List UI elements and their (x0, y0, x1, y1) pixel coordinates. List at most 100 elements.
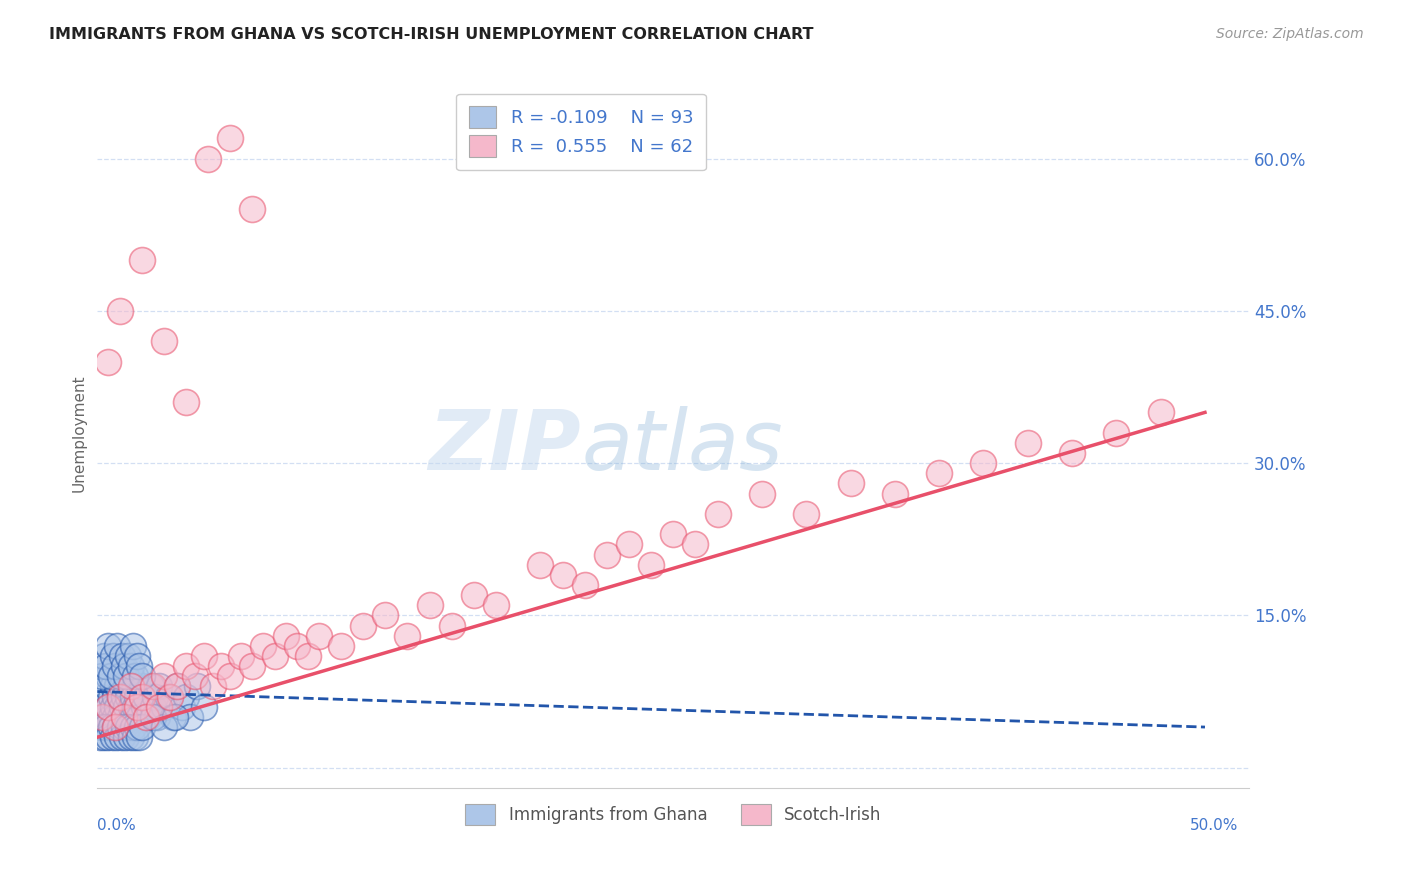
Point (90, 710, 112, 724)
Point (100, 690, 122, 704)
Point (121, 710, 143, 724)
Point (135, 690, 157, 704)
Point (231, 648, 253, 663)
Point (104, 720, 127, 734)
Point (104, 710, 127, 724)
Point (617, 537, 640, 551)
Point (285, 639, 308, 653)
Point (153, 699, 176, 714)
Point (128, 710, 150, 724)
Point (101, 730, 124, 744)
Point (184, 669, 207, 683)
Point (89, 659, 111, 673)
Point (120, 669, 142, 683)
Point (96, 680, 118, 694)
Point (174, 690, 197, 704)
Point (121, 639, 143, 653)
Point (928, 467, 950, 481)
Point (1150, 405, 1173, 419)
Point (186, 680, 208, 694)
Point (108, 690, 131, 704)
Point (97, 699, 120, 714)
Point (883, 486, 905, 500)
Point (93, 730, 115, 744)
Point (201, 680, 224, 694)
Point (263, 648, 285, 663)
Point (131, 690, 153, 704)
Point (111, 699, 134, 714)
Point (97, 639, 120, 653)
Point (104, 659, 127, 673)
Point (131, 720, 153, 734)
Point (596, 548, 619, 562)
Point (148, 680, 170, 694)
Point (127, 648, 149, 663)
Point (153, 669, 176, 683)
Point (142, 680, 165, 694)
Point (463, 588, 485, 602)
Point (111, 730, 134, 744)
Point (105, 699, 128, 714)
Point (127, 720, 149, 734)
Point (153, 720, 176, 734)
Point (128, 730, 150, 744)
Point (90, 720, 112, 734)
Point (662, 527, 685, 541)
Point (242, 202, 264, 217)
Y-axis label: Unemployment: Unemployment (72, 374, 86, 491)
Point (146, 710, 169, 724)
Point (90, 669, 112, 683)
Point (115, 669, 138, 683)
Point (131, 680, 153, 694)
Point (127, 690, 149, 704)
Point (396, 629, 419, 643)
Point (124, 730, 146, 744)
Point (419, 599, 441, 613)
Point (108, 690, 131, 704)
Point (274, 629, 297, 643)
Point (574, 578, 596, 592)
Point (374, 608, 396, 623)
Point (640, 558, 662, 572)
Point (174, 659, 197, 673)
Point (96, 659, 118, 673)
Point (104, 690, 127, 704)
Point (108, 720, 131, 734)
Point (157, 690, 180, 704)
Point (142, 699, 165, 714)
Point (148, 699, 170, 714)
Point (117, 648, 139, 663)
Point (166, 680, 188, 694)
Point (153, 334, 176, 349)
Point (111, 648, 134, 663)
Point (120, 680, 142, 694)
Text: ZIP: ZIP (429, 407, 581, 487)
Point (121, 690, 143, 704)
Point (330, 639, 353, 653)
Text: IMMIGRANTS FROM GHANA VS SCOTCH-IRISH UNEMPLOYMENT CORRELATION CHART: IMMIGRANTS FROM GHANA VS SCOTCH-IRISH UN… (49, 27, 814, 42)
Point (105, 730, 128, 744)
Point (90, 720, 112, 734)
Point (124, 680, 146, 694)
Legend: Immigrants from Ghana, Scotch-Irish: Immigrants from Ghana, Scotch-Irish (457, 796, 890, 833)
Point (100, 720, 122, 734)
Point (108, 669, 131, 683)
Point (159, 690, 181, 704)
Point (97, 699, 120, 714)
Point (115, 699, 138, 714)
Point (219, 131, 242, 145)
Text: 50.0%: 50.0% (1189, 819, 1239, 833)
Point (96, 720, 118, 734)
Text: Source: ZipAtlas.com: Source: ZipAtlas.com (1216, 27, 1364, 41)
Point (242, 659, 264, 673)
Point (112, 720, 135, 734)
Point (120, 699, 142, 714)
Point (124, 669, 146, 683)
Point (352, 618, 374, 632)
Point (89, 699, 111, 714)
Point (706, 507, 728, 521)
Point (105, 639, 128, 653)
Point (193, 699, 215, 714)
Point (120, 659, 142, 673)
Point (551, 567, 574, 582)
